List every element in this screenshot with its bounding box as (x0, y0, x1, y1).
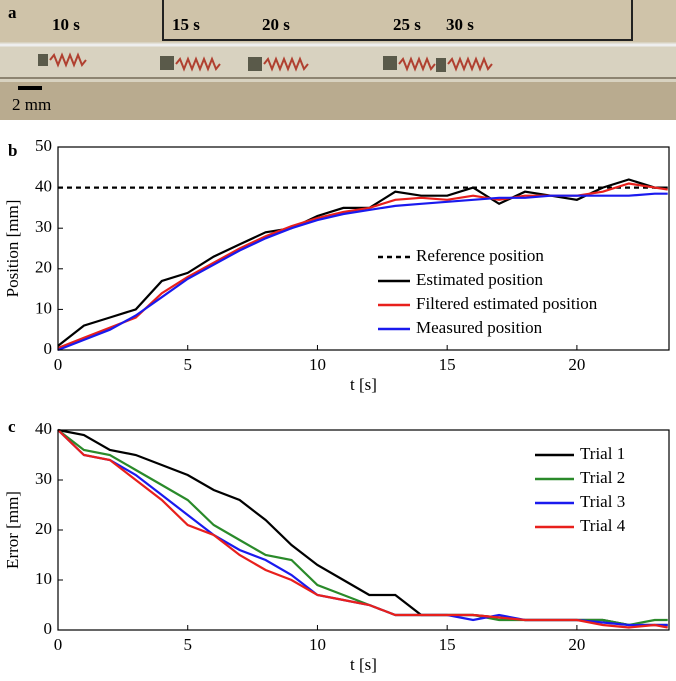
scale-bar-label: 2 mm (12, 95, 51, 114)
y-axis-label: Error [mm] (3, 491, 22, 569)
magnets (38, 54, 446, 72)
plot-frame (57, 429, 670, 631)
legend-label: Measured position (416, 318, 543, 337)
y-axis-label: Position [mm] (3, 200, 22, 298)
x-tick-label: 10 (309, 635, 326, 654)
tube (0, 42, 676, 82)
y-tick-label: 10 (35, 569, 52, 588)
x-tick-label: 20 (568, 635, 585, 654)
legend-label: Filtered estimated position (416, 294, 598, 313)
time-label: 15 s (172, 15, 200, 34)
x-tick-label: 20 (568, 355, 585, 374)
time-label: 20 s (262, 15, 290, 34)
legend-label: Trial 4 (580, 516, 626, 535)
x-tick-label: 15 (439, 635, 456, 654)
panel-label: c (8, 417, 16, 436)
y-tick-label: 20 (35, 519, 52, 538)
series-line (57, 192, 668, 352)
y-tick-label: 50 (35, 136, 52, 155)
panel-label: b (8, 141, 17, 160)
y-tick-label: 10 (35, 298, 52, 317)
legend-label: Estimated position (416, 270, 544, 289)
x-axis-label: t [s] (350, 375, 377, 394)
y-tick-label: 30 (35, 469, 52, 488)
y-tick-label: 20 (35, 258, 52, 277)
x-tick-label: 5 (183, 355, 192, 374)
photo-panel: a 10 s 15 s 20 s 25 s 30 s 2 mm (0, 0, 676, 120)
panel-label: a (8, 3, 17, 22)
series-line (57, 428, 668, 627)
plot-frame (57, 146, 670, 351)
frame-outline (162, 0, 633, 41)
x-tick-label: 0 (54, 635, 63, 654)
time-label: 30 s (446, 15, 474, 34)
legend-label: Trial 1 (580, 444, 625, 463)
time-label: 10 s (52, 15, 80, 34)
series-line (57, 182, 668, 350)
springs (49, 52, 493, 72)
legend-label: Reference position (416, 246, 544, 265)
x-axis-label: t [s] (350, 655, 377, 674)
y-tick-label: 40 (35, 177, 52, 196)
x-tick-label: 15 (439, 355, 456, 374)
x-tick-label: 0 (54, 355, 63, 374)
x-tick-label: 5 (183, 635, 192, 654)
x-tick-label: 10 (309, 355, 326, 374)
y-tick-label: 30 (35, 217, 52, 236)
series-line (57, 178, 668, 347)
y-tick-label: 40 (35, 419, 52, 438)
y-tick-label: 0 (44, 339, 53, 358)
legend-label: Trial 3 (580, 492, 625, 511)
legend-label: Trial 2 (580, 468, 625, 487)
series-line (57, 429, 668, 629)
photo-wall (0, 0, 676, 42)
y-tick-label: 0 (44, 619, 53, 638)
time-label: 25 s (393, 15, 421, 34)
